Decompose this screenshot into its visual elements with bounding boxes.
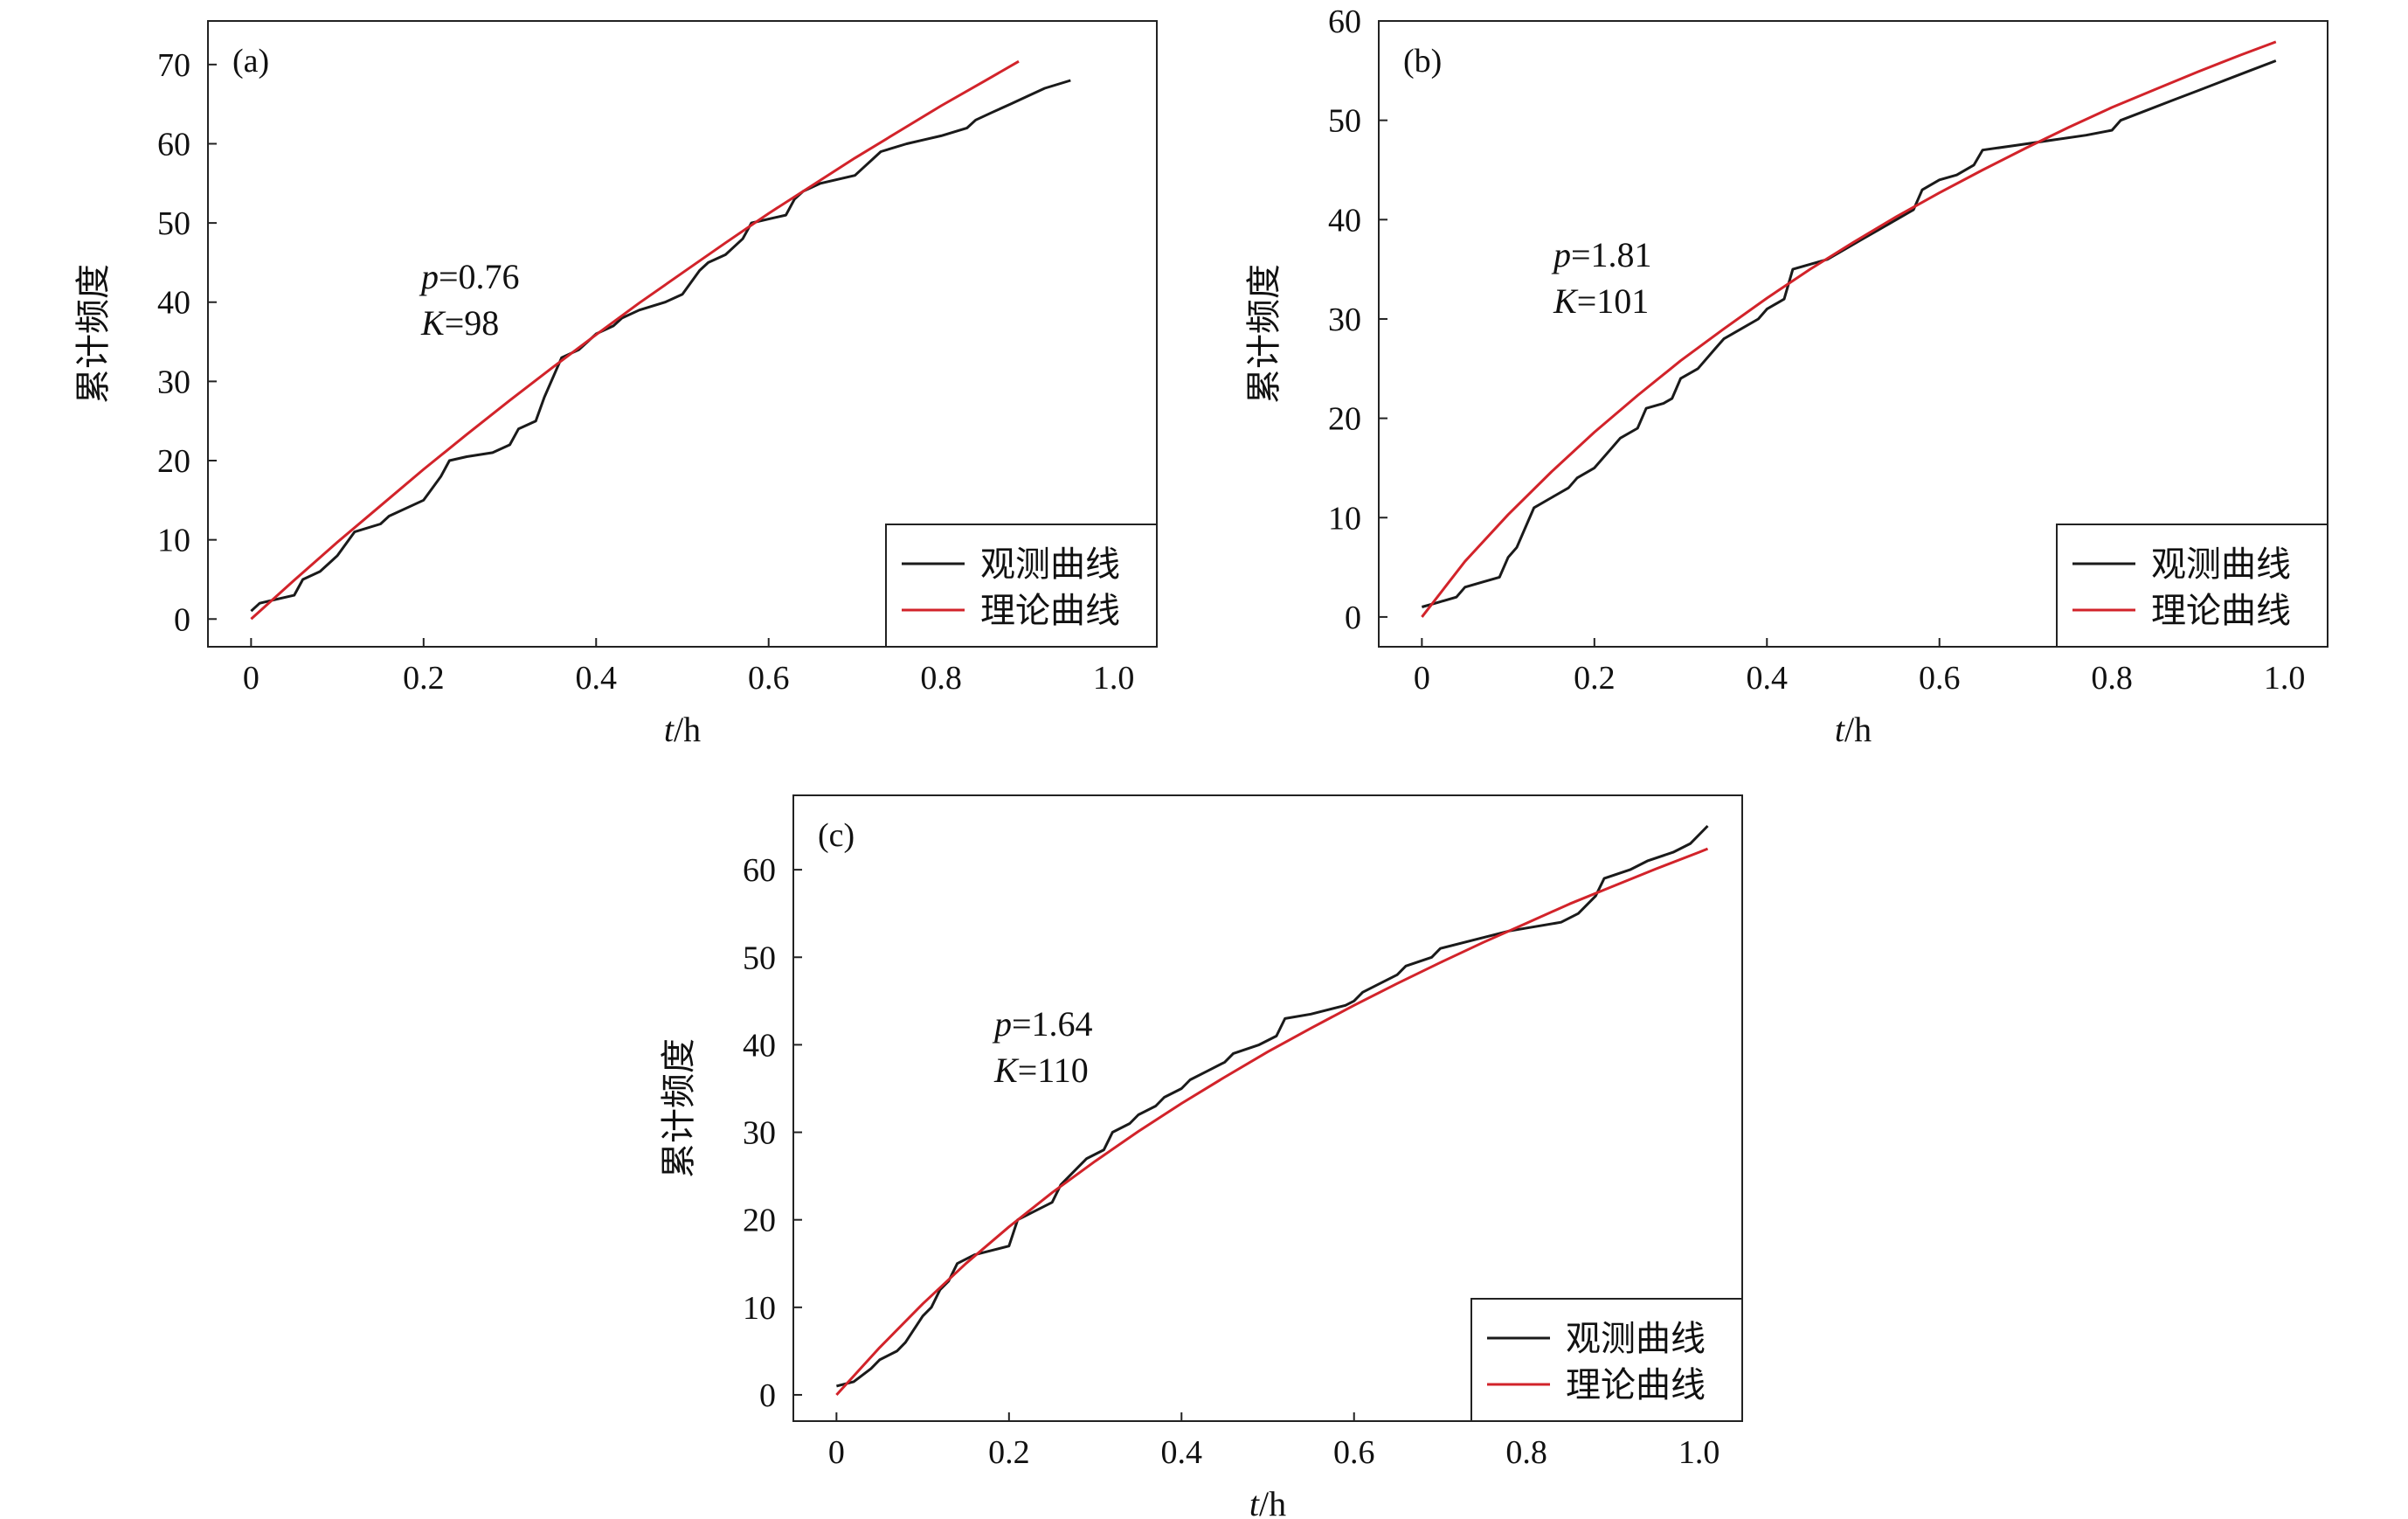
chart-a-ytick-label: 30 xyxy=(157,364,190,400)
chart-a-xtick-label: 0.4 xyxy=(576,660,618,697)
chart-b-theory-curve xyxy=(1421,40,2277,618)
chart-b-x-axis-label: t/h xyxy=(1835,710,1872,749)
chart-b-x-axis-var: t xyxy=(1835,710,1845,749)
chart-c-ytick-label: 30 xyxy=(743,1115,776,1152)
chart-b-legend-theory-label: 理论曲线 xyxy=(2151,591,2291,630)
chart-c-ytick-label: 0 xyxy=(759,1377,776,1414)
chart-b-param-p-symbol: p xyxy=(1551,235,1571,274)
chart-a-param-p-symbol: p xyxy=(419,257,439,296)
chart-a-xtick-label: 0 xyxy=(243,660,259,697)
chart-a: 0 0.2 0.4 0.6 0.8 1.0 0 10 20 30 40 50 60 70 t/h 累计频度 (a… xyxy=(73,20,1158,749)
chart-b-legend-box xyxy=(2056,524,2328,648)
chart-b-ytick-label: 30 xyxy=(1328,302,1361,338)
chart-b-observed-curve xyxy=(1421,59,2277,608)
chart-a-ytick-label: 50 xyxy=(157,205,190,242)
chart-a-x-axis-unit: /h xyxy=(674,710,701,749)
chart-a-xtick-label: 0.2 xyxy=(403,660,445,697)
chart-c-param-p-symbol: p xyxy=(992,1004,1012,1044)
chart-b-param-p-value: =1.81 xyxy=(1571,235,1652,274)
chart-b-xtick-label: 0.2 xyxy=(1574,660,1616,697)
chart-a-param-k-symbol: K xyxy=(420,303,446,343)
chart-b-legend-observed-label: 观测曲线 xyxy=(2151,544,2291,584)
chart-c-ytick-label: 60 xyxy=(743,852,776,889)
chart-b-ytick-label: 10 xyxy=(1328,500,1361,537)
chart-c: 0 0.2 0.4 0.6 0.8 1.0 0 10 20 30 40 50 60 t/h 累计频度 (c) p… xyxy=(659,794,1743,1519)
chart-c-xtick-label: 0.8 xyxy=(1505,1434,1547,1471)
chart-c-param-p-value: =1.64 xyxy=(1012,1004,1093,1044)
chart-b: 0 0.2 0.4 0.6 0.8 1.0 0 10 20 30 40 50 60 t/h 累计频度 (b) p… xyxy=(1244,3,2328,749)
chart-c-x-axis-label: t/h xyxy=(1249,1484,1286,1519)
chart-c-theory-curve xyxy=(835,847,1709,1397)
chart-c-ytick-label: 50 xyxy=(743,940,776,976)
chart-a-legend-box xyxy=(885,524,1158,648)
chart-b-xtick-label: 0.4 xyxy=(1747,660,1789,697)
chart-c-legend-box xyxy=(1470,1298,1743,1422)
chart-b-param-k: K=101 xyxy=(1553,281,1649,321)
chart-a-param-p-value: =0.76 xyxy=(439,257,520,296)
chart-a-xtick-label: 1.0 xyxy=(1093,660,1135,697)
chart-a-xtick-label: 0.6 xyxy=(748,660,790,697)
chart-c-ytick-label: 10 xyxy=(743,1290,776,1327)
chart-b-x-axis-unit: /h xyxy=(1844,710,1872,749)
chart-c-xtick-label: 1.0 xyxy=(1678,1434,1720,1471)
chart-c-panel-label: (c) xyxy=(818,817,855,854)
chart-b-xtick-label: 0.6 xyxy=(1919,660,1961,697)
chart-c-xtick-label: 0.2 xyxy=(988,1434,1030,1471)
chart-c-param-k: K=110 xyxy=(993,1051,1089,1090)
chart-c-xtick-label: 0 xyxy=(828,1434,845,1471)
chart-b-xtick-label: 0 xyxy=(1414,660,1430,697)
chart-b-ytick-label: 50 xyxy=(1328,103,1361,140)
chart-a-ytick-label: 20 xyxy=(157,443,190,480)
chart-b-y-axis-label: 累计频度 xyxy=(1244,264,1284,404)
chart-a-x-axis-var: t xyxy=(664,710,675,749)
chart-b-param-k-value: =101 xyxy=(1577,281,1650,321)
chart-b-plot-frame xyxy=(1378,20,2328,648)
chart-a-panel-label: (a) xyxy=(232,43,269,80)
chart-c-x-axis-var: t xyxy=(1249,1484,1260,1519)
chart-a-ytick-label: 40 xyxy=(157,285,190,322)
chart-a-param-p: p=0.76 xyxy=(419,257,520,296)
chart-b-panel-label: (b) xyxy=(1403,43,1442,80)
chart-a-plot-frame xyxy=(207,20,1158,648)
chart-c-y-axis-label: 累计频度 xyxy=(659,1038,698,1178)
chart-b-ytick-label: 20 xyxy=(1328,401,1361,438)
chart-b-param-p: p=1.81 xyxy=(1551,235,1652,274)
chart-a-param-k: K=98 xyxy=(420,303,499,343)
chart-c-param-k-value: =110 xyxy=(1018,1051,1089,1090)
chart-c-ytick-label: 20 xyxy=(743,1203,776,1239)
chart-a-observed-curve xyxy=(250,79,1071,613)
chart-b-xtick-label: 0.8 xyxy=(2091,660,2133,697)
chart-a-ytick-label: 0 xyxy=(174,601,190,638)
chart-c-ytick-label: 40 xyxy=(743,1027,776,1064)
chart-a-x-axis-label: t/h xyxy=(664,710,701,749)
chart-a-legend-theory-label: 理论曲线 xyxy=(980,591,1120,630)
chart-a-y-axis-label: 累计频度 xyxy=(73,264,113,404)
chart-c-x-axis-unit: /h xyxy=(1259,1484,1286,1519)
chart-c-param-p: p=1.64 xyxy=(992,1004,1093,1044)
chart-c-legend-observed-label: 观测曲线 xyxy=(1566,1319,1706,1358)
chart-b-xtick-label: 1.0 xyxy=(2264,660,2306,697)
chart-a-ytick-label: 70 xyxy=(157,47,190,84)
chart-c-param-k-symbol: K xyxy=(993,1051,1020,1090)
chart-a-ytick-label: 10 xyxy=(157,523,190,559)
chart-a-param-k-value: =98 xyxy=(445,303,500,343)
chart-b-ytick-label: 60 xyxy=(1328,3,1361,40)
chart-b-ytick-label: 0 xyxy=(1345,600,1361,636)
chart-b-ytick-label: 40 xyxy=(1328,202,1361,239)
chart-a-ytick-label: 60 xyxy=(157,126,190,163)
chart-b-param-k-symbol: K xyxy=(1553,281,1579,321)
chart-a-theory-curve xyxy=(250,59,1020,621)
chart-a-xtick-label: 0.8 xyxy=(920,660,962,697)
chart-c-plot-frame xyxy=(792,794,1743,1422)
chart-c-legend-theory-label: 理论曲线 xyxy=(1566,1365,1706,1405)
chart-a-legend-observed-label: 观测曲线 xyxy=(980,544,1120,584)
chart-c-xtick-label: 0.6 xyxy=(1333,1434,1375,1471)
chart-c-xtick-label: 0.4 xyxy=(1161,1434,1203,1471)
